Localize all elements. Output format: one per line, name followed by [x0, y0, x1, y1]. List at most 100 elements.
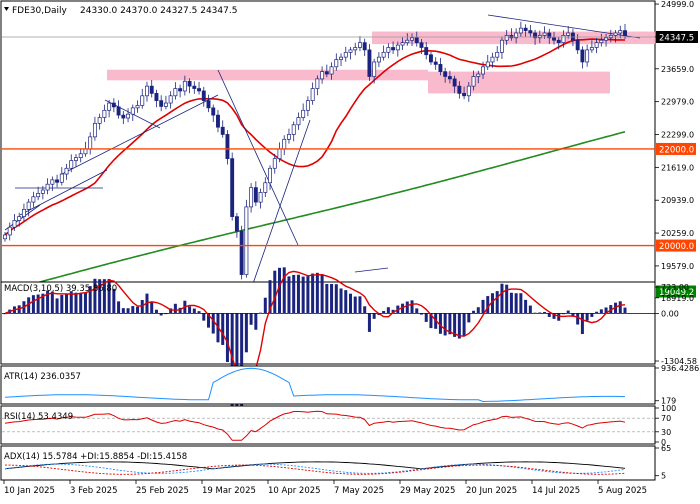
candle — [523, 24, 528, 37]
macd-bar — [244, 313, 248, 353]
macd-bar — [348, 293, 352, 314]
macd-bar — [552, 313, 556, 319]
macd-bar — [453, 313, 457, 337]
atr-axis: 936.4286 179 — [655, 364, 699, 406]
candle — [258, 188, 263, 209]
candle-body — [287, 134, 291, 140]
candle-body — [599, 39, 604, 44]
candle — [287, 128, 291, 144]
macd-bar — [117, 301, 121, 314]
candle-body — [55, 179, 60, 183]
candle — [163, 95, 168, 110]
time-tick-label: 25 Feb 2025 — [136, 486, 189, 496]
candle — [296, 112, 301, 130]
candle — [31, 191, 36, 208]
candle-body — [97, 117, 102, 124]
candle — [372, 58, 377, 84]
macd-bar — [543, 311, 547, 314]
macd-bar — [173, 303, 177, 314]
time-tick-label: 5 Aug 2025 — [598, 486, 647, 496]
last-price-box — [656, 31, 698, 43]
candle-body — [182, 80, 187, 92]
candle-body — [69, 160, 74, 169]
macd-bar — [249, 313, 253, 325]
macd-bar — [121, 308, 125, 314]
candle-body — [249, 187, 254, 208]
atr-label: ATR(14) 236.0357 — [4, 372, 81, 382]
macd-bar — [514, 293, 518, 314]
panel-tick-label: 5 — [661, 472, 666, 481]
candle — [149, 80, 154, 98]
macd-bar — [599, 309, 603, 314]
price-candles[interactable] — [3, 21, 627, 280]
macd-bar — [211, 313, 215, 334]
candle — [26, 198, 31, 217]
macd-bar — [438, 313, 442, 334]
adx-label: ADX(14) 15.5784 +DI:15.8854 -DI:15.4158 — [4, 452, 187, 462]
candle-body — [50, 179, 55, 185]
candle — [74, 154, 78, 168]
macd-bar — [320, 274, 324, 314]
macd-bar — [325, 283, 329, 314]
adx-axis: 65 5 — [655, 444, 671, 481]
candle-body — [395, 44, 400, 51]
candle-body — [608, 35, 613, 39]
candle — [504, 29, 509, 45]
candle — [225, 130, 230, 165]
macd-bar — [136, 306, 140, 314]
macd-bar — [509, 292, 513, 314]
time-tick-label: 7 May 2025 — [334, 486, 384, 496]
candle — [21, 203, 26, 222]
candle-body — [452, 78, 457, 87]
macd-bar — [344, 290, 348, 314]
candle — [556, 36, 561, 50]
macd-bar — [623, 307, 627, 314]
macd-bar — [154, 309, 158, 314]
candle — [518, 21, 523, 37]
candle-body — [64, 167, 69, 175]
panel-tick-label: 0 — [661, 438, 666, 447]
macd-bar — [140, 300, 144, 314]
candle-body — [291, 124, 296, 135]
candle — [476, 70, 481, 84]
macd-bar — [107, 279, 111, 314]
price-tick-label: 22979.0 — [661, 98, 694, 107]
time-axis[interactable]: 10 Jan 2025 3 Feb 2025 25 Feb 2025 19 Mar 2… — [3, 480, 647, 496]
candle-body — [201, 90, 206, 101]
candle — [36, 186, 41, 201]
time-tick-label: 29 May 2025 — [400, 486, 455, 496]
macd-bar — [386, 307, 390, 314]
candle — [239, 225, 244, 280]
trendlines — [4, 14, 641, 299]
candle-body — [552, 37, 556, 41]
candle — [173, 82, 178, 100]
macd-bar — [457, 313, 461, 339]
macd-bar — [424, 313, 428, 322]
candle-body — [518, 27, 523, 34]
macd-bar — [31, 295, 35, 314]
macd-bar — [88, 286, 92, 314]
candle — [97, 113, 102, 130]
candle-body — [348, 49, 353, 53]
level-label-1: 20000.0 — [659, 242, 694, 252]
ohlc-label: 24330.0 24370.0 24327.5 24347.5 — [80, 6, 237, 16]
candle-body — [613, 32, 618, 36]
candle-body — [40, 189, 45, 194]
candle-body — [476, 73, 481, 77]
macd-bar — [604, 307, 608, 314]
price-tick-label: 20939.0 — [661, 196, 694, 205]
price-tick-label: 21619.0 — [661, 163, 694, 172]
candle-body — [220, 126, 225, 135]
price-tick-label: 18919.0 — [661, 294, 694, 303]
macd-bar — [221, 313, 225, 345]
candle-body — [102, 109, 107, 118]
candle — [438, 57, 443, 76]
macd-bar — [472, 310, 476, 314]
macd-bar — [448, 313, 452, 335]
candle — [159, 95, 164, 112]
candle-body — [159, 100, 164, 107]
candle — [594, 38, 599, 54]
candle-body — [211, 107, 216, 116]
candle — [201, 86, 206, 107]
